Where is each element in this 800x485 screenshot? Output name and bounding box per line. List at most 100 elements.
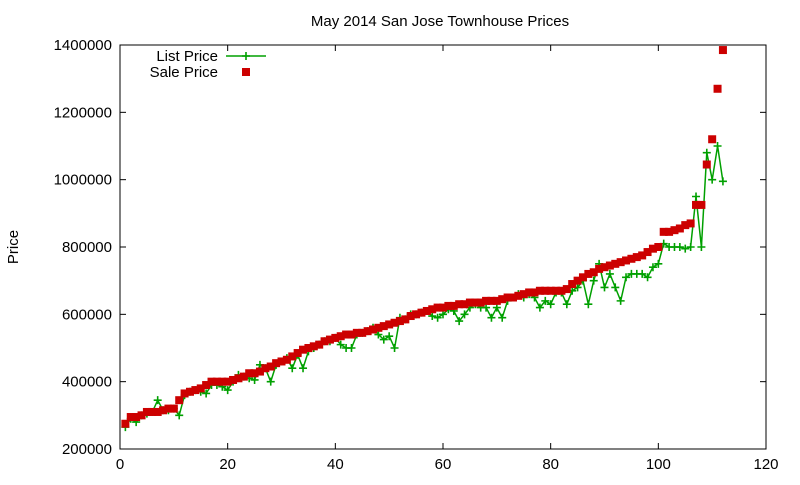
sale-price-point: [503, 293, 512, 302]
sale-price-point: [492, 296, 501, 305]
list-price-point: [638, 269, 647, 278]
list-price-point: [374, 330, 383, 339]
sale-price-point: [137, 411, 146, 420]
series-layer: [121, 46, 727, 432]
sale-price-point: [460, 300, 469, 309]
sale-price-point: [159, 406, 168, 415]
list-price-point: [708, 175, 717, 184]
list-price-point: [153, 396, 162, 405]
y-tick-label: 800000: [62, 239, 112, 256]
sale-price-point: [202, 381, 211, 390]
sale-price-point: [670, 226, 679, 235]
sale-price-point: [412, 310, 421, 319]
x-tick-label: 100: [646, 456, 671, 473]
sale-price-point: [573, 276, 582, 285]
sale-price-point: [675, 224, 684, 233]
sale-price-point: [487, 296, 496, 305]
list-price-point: [492, 303, 501, 312]
sale-price-point: [121, 419, 130, 428]
sale-price-point: [498, 295, 507, 304]
list-price-point: [433, 313, 442, 322]
sale-price-point: [309, 342, 318, 351]
sale-price-point: [196, 384, 205, 393]
legend-label-list-price: List Price: [156, 48, 218, 65]
list-price-point: [379, 335, 388, 344]
sale-price-point: [385, 320, 394, 329]
sale-price-point: [282, 355, 291, 364]
sale-price-point: [207, 377, 216, 386]
sale-price-point: [212, 377, 221, 386]
sale-price-point: [191, 386, 200, 395]
list-price-point: [611, 283, 620, 292]
list-price-point: [589, 276, 598, 285]
sale-price-point: [713, 84, 722, 93]
sale-price-point: [439, 303, 447, 312]
axis-ticks: 0 20 40 60 80 100 120 200000 400000 600000 800000 1…: [54, 37, 779, 473]
list-price-point: [385, 332, 394, 341]
sale-price-point: [471, 298, 480, 307]
sale-price-point: [239, 372, 248, 381]
sale-price-point: [632, 253, 641, 262]
sale-price-point: [686, 219, 695, 228]
legend-marker-sale-price: [242, 68, 250, 76]
sale-price-point: [261, 364, 270, 373]
sale-price-point: [277, 357, 286, 366]
y-tick-label: 200000: [62, 441, 112, 458]
sale-price-point: [288, 352, 297, 361]
chart-title: May 2014 San Jose Townhouse Prices: [311, 13, 569, 30]
y-tick-label: 400000: [62, 374, 112, 391]
sale-price-point: [142, 407, 151, 416]
list-price-point: [535, 303, 544, 312]
list-price-point: [487, 313, 496, 322]
sale-price-point: [514, 291, 523, 300]
sale-price-point: [476, 298, 485, 307]
sale-price-point: [153, 407, 162, 416]
sale-price-point: [401, 315, 410, 324]
series-sale-price-points: [121, 46, 727, 428]
sale-price-point: [718, 46, 727, 55]
sale-price-point: [595, 264, 604, 273]
sale-price-point: [358, 328, 367, 337]
list-price-point: [600, 283, 609, 292]
sale-price-point: [643, 248, 652, 257]
sale-price-point: [702, 160, 711, 169]
sale-price-point: [659, 227, 668, 236]
y-tick-label: 1400000: [54, 37, 112, 54]
sale-price-point: [304, 344, 313, 352]
sale-price-point: [272, 359, 281, 368]
list-price-point: [541, 296, 550, 305]
sale-price-point: [638, 251, 647, 260]
list-price-point: [681, 244, 690, 253]
list-price-point: [202, 389, 211, 398]
sale-price-point: [363, 327, 372, 336]
sale-price-point: [648, 244, 657, 253]
list-price-point: [455, 317, 464, 326]
sale-price-point: [250, 369, 259, 378]
list-price-point: [616, 296, 625, 305]
legend-label-sale-price: Sale Price: [150, 64, 218, 81]
sale-price-point: [315, 340, 324, 349]
list-price-point: [546, 300, 555, 309]
sale-price-point: [546, 286, 555, 295]
sale-price-point: [654, 243, 663, 251]
list-price-point: [439, 310, 447, 319]
sale-price-point: [218, 377, 227, 386]
sale-price-point: [374, 323, 383, 332]
sale-price-point: [342, 330, 351, 339]
list-price-point: [713, 142, 722, 150]
sale-price-point: [164, 404, 173, 413]
sale-price-point: [600, 263, 609, 272]
list-price-point: [428, 312, 437, 321]
sale-price-point: [692, 200, 701, 209]
sale-price-point: [665, 227, 674, 236]
x-tick-label: 120: [753, 456, 778, 473]
y-tick-label: 600000: [62, 306, 112, 323]
sale-price-point: [126, 413, 135, 422]
list-price-point: [675, 243, 684, 251]
list-price-point: [654, 259, 663, 268]
sale-price-point: [428, 305, 437, 314]
sale-price-point: [611, 259, 620, 268]
sale-price-point: [169, 404, 178, 413]
sale-price-point: [535, 286, 544, 295]
list-price-point: [223, 386, 232, 395]
